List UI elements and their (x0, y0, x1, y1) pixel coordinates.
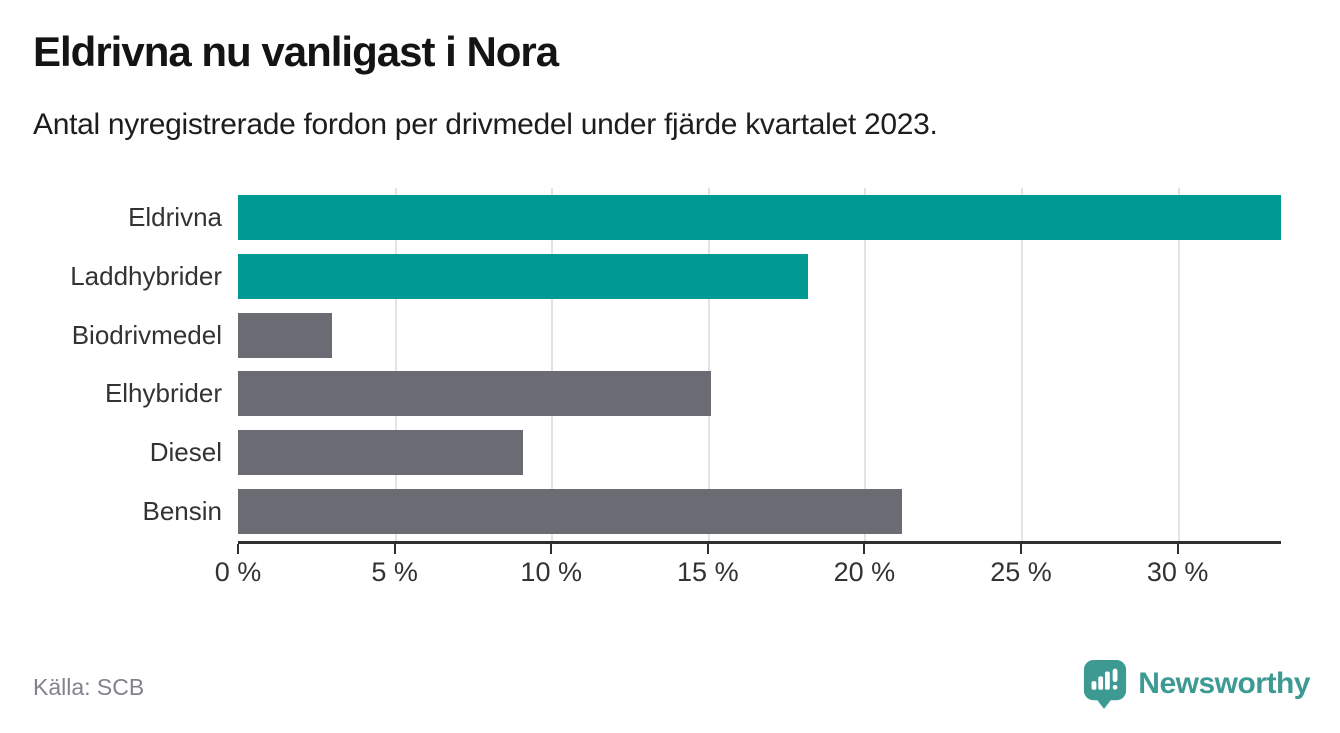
axis-tick (1176, 544, 1179, 554)
bar-laddhybrider (238, 253, 809, 299)
gridline (1177, 188, 1180, 541)
category-label: Bensin (142, 496, 223, 527)
newsworthy-logo: Newsworthy (1082, 658, 1310, 710)
axis-tick (237, 544, 239, 554)
chart-title: Eldrivna nu vanligast i Nora (33, 28, 559, 75)
category-label: Laddhybrider (70, 260, 222, 291)
axis-tick-label: 5 % (371, 557, 418, 587)
axis-tick-label: 20 % (833, 557, 896, 587)
category-label: Biodrivmedel (71, 319, 222, 350)
bar-bensin (238, 489, 902, 535)
gridline (707, 188, 710, 541)
bar-diesel (238, 430, 524, 476)
gridline (551, 188, 554, 541)
source-note: Källa: SCB (33, 674, 145, 700)
bar-eldrivna (238, 194, 1281, 240)
axis-tick (706, 544, 709, 554)
bar-elhybrider (238, 371, 711, 417)
category-label: Eldrivna (128, 201, 222, 232)
chart-subtitle: Antal nyregistrerade fordon per drivmede… (33, 108, 938, 141)
bar-chart-plot-area: 0 % 5 % 10 % 15 % 20 % 25 % 30 % (215, 188, 1281, 587)
gridline (394, 188, 397, 541)
category-label: Diesel (149, 437, 222, 468)
category-label: Elhybrider (104, 378, 222, 409)
bars-container (238, 188, 1281, 541)
axis-tick (863, 544, 866, 554)
axis-tick-label: 0 % (214, 557, 262, 587)
axis-tick (393, 544, 396, 554)
axis-tick-label: 25 % (990, 557, 1052, 587)
axis-tick (550, 544, 553, 554)
category-axis-labels: Eldrivna Laddhybrider Biodrivmedel Elhybrid… (0, 188, 222, 541)
axis-tick (1020, 544, 1023, 554)
bar-biodrivmedel (238, 312, 332, 358)
axis-tick-label: 30 % (1146, 557, 1209, 587)
axis-tick-label: 10 % (520, 557, 582, 587)
gridline (1021, 188, 1024, 541)
newsworthy-icon (1082, 658, 1128, 710)
x-axis-line (238, 541, 1281, 544)
axis-tick-label: 15 % (677, 557, 739, 587)
gridline (864, 188, 867, 541)
newsworthy-wordmark: Newsworthy (1138, 667, 1310, 700)
